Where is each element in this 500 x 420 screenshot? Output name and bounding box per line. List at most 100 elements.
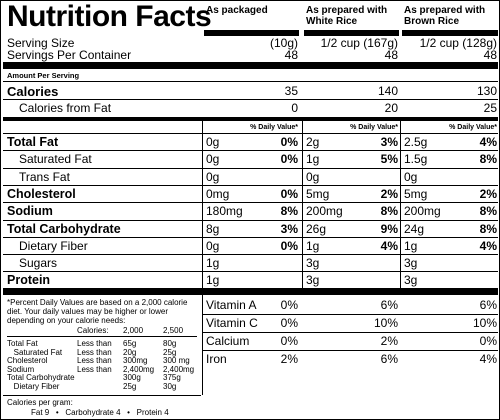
vitamin-value: 4% <box>479 352 497 366</box>
nutrient-daily-value: 3% <box>380 135 398 149</box>
nutrient-amount: 2g <box>306 135 320 149</box>
row-divider <box>3 254 498 255</box>
vitamin-name: Iron <box>206 352 227 366</box>
row-divider <box>3 220 498 221</box>
vitamin-name: Vitamin A <box>206 298 257 312</box>
nutrient-daily-value: 4% <box>479 239 497 253</box>
vitamin-divider <box>203 332 498 333</box>
row-divider <box>3 150 498 151</box>
calories-label: Calories <box>7 84 59 99</box>
nutrient-amount: 0g <box>404 170 418 184</box>
col2-servings: 48 <box>384 48 398 62</box>
footnote-cell: 300 mg <box>163 356 190 365</box>
nutrient-name: Saturated Fat <box>19 152 92 166</box>
nutrient-daily-value: 3% <box>280 222 298 236</box>
row-divider <box>3 133 498 134</box>
nutrient-daily-value: 8% <box>479 204 497 218</box>
nutrient-amount: 5mg <box>306 187 330 201</box>
footnote-cell: Less than <box>77 365 112 374</box>
nutrient-daily-value: 5% <box>380 152 398 166</box>
nutrient-name: Total Fat <box>7 135 59 149</box>
nutrient-name: Sodium <box>7 204 53 218</box>
footnote-cell: Total Fat <box>7 339 38 348</box>
nutrient-name: Sugars <box>19 256 58 270</box>
nutrient-amount: 1g <box>404 239 418 253</box>
footnote-cell: 30g <box>163 382 177 391</box>
row-divider <box>3 237 498 238</box>
nutrient-daily-value: 8% <box>479 222 497 236</box>
footnote-cell: Saturated Fat <box>7 348 63 357</box>
col2-calories: 140 <box>377 84 398 98</box>
footnote-cell: 375g <box>163 373 181 382</box>
footnote-cell: 25g <box>163 348 177 357</box>
col3-servings: 48 <box>483 48 497 62</box>
vitamin-value: 0% <box>479 334 497 348</box>
divider <box>3 99 498 100</box>
footnote-cell: Less than <box>77 348 112 357</box>
thick-divider-top <box>3 62 498 69</box>
col1-calories: 35 <box>284 84 298 98</box>
vitamin-divider <box>203 350 498 351</box>
vitamin-value: 2% <box>280 352 298 366</box>
footnote-intro: *Percent Daily Values are based on a 2,0… <box>7 298 188 325</box>
nutrient-amount: 3g <box>306 273 320 287</box>
col3-bar <box>402 30 498 36</box>
col3-heading: As prepared with Brown Rice <box>404 5 486 27</box>
col2-heading: As prepared with White Rice <box>306 5 388 27</box>
nutrient-daily-value: 0% <box>280 239 298 253</box>
nutrient-amount: 24g <box>404 222 425 236</box>
nutrient-name: Cholesterol <box>7 187 76 201</box>
col3-daily-value-header: % Daily Value* <box>449 124 497 131</box>
nutrient-daily-value: 2% <box>479 187 497 201</box>
nutrient-amount: 200mg <box>404 204 441 218</box>
nutrient-amount: 1g <box>206 256 220 270</box>
nutrient-name: Trans Fat <box>19 170 70 184</box>
nutrient-amount: 26g <box>306 222 327 236</box>
col2-serving-size: 1/2 cup (167g) <box>320 36 398 50</box>
vitamin-name: Calcium <box>206 334 250 348</box>
nutrient-daily-value: 0% <box>280 152 298 166</box>
vitamin-value: 0% <box>280 334 298 348</box>
nutrient-amount: 1g <box>206 273 220 287</box>
footnote-cell: 2,400mg <box>163 365 195 374</box>
nutrient-name: Dietary Fiber <box>19 239 88 253</box>
col1-calories-from-fat: 0 <box>291 101 298 115</box>
nutrient-name: Protein <box>7 273 51 287</box>
footnote-cell: Dietary Fiber <box>7 382 60 391</box>
nutrient-amount: 0mg <box>206 187 230 201</box>
serving-size-label: Serving Size <box>7 36 75 50</box>
col3-serving-size: 1/2 cup (128g) <box>419 36 497 50</box>
col1-heading: As packaged <box>206 5 268 16</box>
footnote-cell: 80g <box>163 339 177 348</box>
footnote-cell: Sodium <box>7 365 35 374</box>
nutrient-daily-value: 2% <box>380 187 398 201</box>
divider <box>7 336 197 337</box>
vitamin-value: 2% <box>380 334 398 348</box>
vitamin-value: 6% <box>479 298 497 312</box>
nutrient-amount: 0g <box>206 152 220 166</box>
footnote-cell: 300mg <box>123 356 148 365</box>
row-divider <box>3 202 498 203</box>
nutrient-daily-value: 0% <box>280 187 298 201</box>
medium-divider <box>3 117 498 121</box>
nutrient-amount: 0g <box>206 239 220 253</box>
col1-daily-value-header: % Daily Value* <box>250 124 298 131</box>
nutrient-amount: 8g <box>206 222 220 236</box>
per-gram-label: Calories per gram: <box>7 398 73 407</box>
divider <box>3 81 498 82</box>
col2-calories-from-fat: 20 <box>384 101 398 115</box>
nutrient-amount: 0g <box>306 170 320 184</box>
nutrient-amount: 3g <box>306 256 320 270</box>
vitamin-value: 10% <box>472 316 497 330</box>
vitamin-value: 6% <box>380 298 398 312</box>
footnote-cell: Total Carbohydrate <box>7 373 75 382</box>
row-divider <box>3 185 498 186</box>
per-gram-values: Fat 9 • Carbohydrate 4 • Protein 4 <box>31 408 169 417</box>
vitamin-divider <box>203 314 498 315</box>
nutrient-amount: 200mg <box>306 204 343 218</box>
nutrient-amount: 5mg <box>404 187 428 201</box>
col1-serving-size: (10g) <box>269 36 298 50</box>
footnote-cell: Cholesterol <box>7 356 48 365</box>
vitamin-value: 10% <box>373 316 398 330</box>
row-divider <box>3 271 498 272</box>
